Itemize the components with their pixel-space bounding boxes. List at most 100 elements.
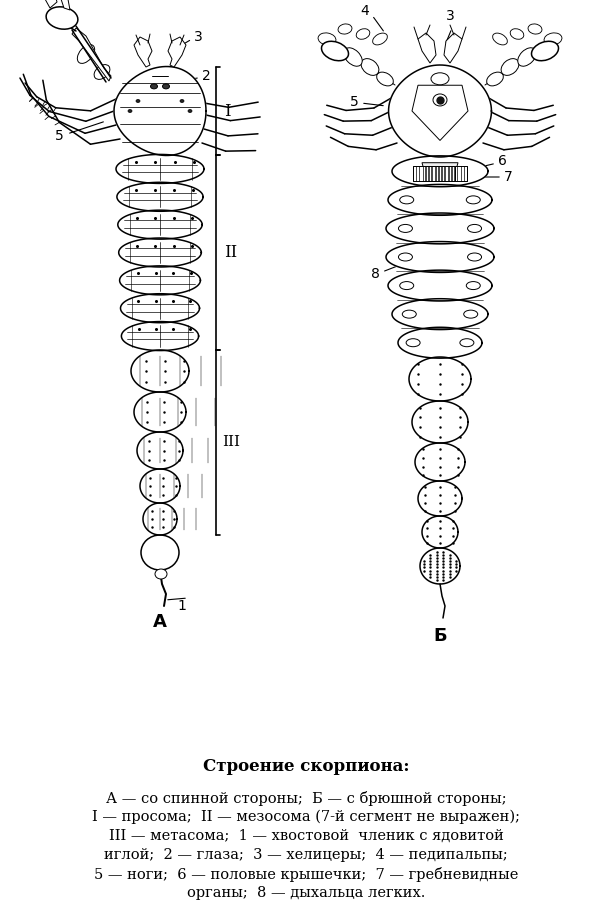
Ellipse shape (487, 72, 503, 86)
Text: 2: 2 (202, 69, 211, 83)
Polygon shape (118, 210, 202, 239)
Polygon shape (415, 443, 465, 481)
Polygon shape (392, 156, 488, 187)
Polygon shape (119, 266, 200, 295)
Text: 3: 3 (194, 30, 203, 44)
Ellipse shape (321, 41, 348, 61)
Ellipse shape (77, 45, 95, 64)
Ellipse shape (466, 281, 480, 290)
Ellipse shape (400, 196, 414, 204)
Text: А — со спинной стороны;  Б — с брюшной стороны;: А — со спинной стороны; Б — с брюшной ст… (106, 791, 506, 806)
Ellipse shape (373, 33, 387, 45)
Text: А: А (153, 613, 167, 631)
Text: 1: 1 (177, 599, 187, 613)
Ellipse shape (155, 569, 167, 579)
Ellipse shape (531, 41, 559, 61)
Ellipse shape (468, 224, 482, 232)
Polygon shape (418, 33, 436, 63)
Polygon shape (398, 327, 482, 358)
Polygon shape (131, 350, 189, 392)
Ellipse shape (400, 281, 414, 290)
Ellipse shape (544, 33, 562, 46)
Ellipse shape (501, 58, 519, 76)
Polygon shape (140, 469, 180, 503)
Ellipse shape (361, 58, 379, 76)
Polygon shape (117, 182, 203, 211)
Ellipse shape (431, 73, 449, 85)
Polygon shape (420, 548, 460, 584)
Ellipse shape (528, 24, 542, 34)
Text: органы;  8 — дыхальца легких.: органы; 8 — дыхальца легких. (187, 886, 425, 900)
Polygon shape (386, 241, 494, 272)
Polygon shape (389, 65, 491, 157)
Text: I — просома;  II — мезосома (7-й сегмент не выражен);: I — просома; II — мезосома (7-й сегмент … (92, 810, 520, 824)
Polygon shape (34, 0, 57, 8)
Bar (425, 166, 467, 181)
Polygon shape (121, 293, 200, 322)
Text: 5: 5 (350, 95, 359, 109)
Text: II: II (224, 244, 237, 261)
Text: иглой;  2 — глаза;  3 — хелицеры;  4 — педипальпы;: иглой; 2 — глаза; 3 — хелицеры; 4 — педи… (104, 848, 508, 862)
Ellipse shape (136, 99, 140, 103)
Text: Б: Б (433, 627, 447, 645)
Ellipse shape (356, 29, 370, 39)
Ellipse shape (376, 72, 394, 86)
Polygon shape (72, 28, 111, 81)
Polygon shape (418, 481, 462, 516)
Ellipse shape (468, 253, 482, 261)
Ellipse shape (402, 310, 416, 318)
Ellipse shape (398, 224, 412, 232)
Ellipse shape (460, 339, 474, 347)
Polygon shape (134, 392, 186, 432)
Ellipse shape (466, 196, 480, 204)
Polygon shape (116, 155, 204, 183)
Ellipse shape (141, 535, 179, 570)
Ellipse shape (318, 33, 336, 46)
Polygon shape (386, 213, 494, 244)
Text: III: III (222, 435, 240, 449)
Polygon shape (114, 67, 206, 156)
Polygon shape (412, 401, 468, 443)
Text: 8: 8 (371, 267, 380, 281)
Polygon shape (50, 0, 70, 10)
Polygon shape (121, 322, 199, 351)
Ellipse shape (163, 84, 170, 89)
Ellipse shape (151, 84, 157, 89)
Ellipse shape (188, 109, 192, 112)
Text: 5 — ноги;  6 — половые крышечки;  7 — гребневидные: 5 — ноги; 6 — половые крышечки; 7 — греб… (94, 867, 518, 882)
Text: I: I (224, 103, 231, 119)
Ellipse shape (493, 33, 507, 45)
Text: 5: 5 (54, 129, 64, 143)
Polygon shape (134, 37, 152, 67)
Ellipse shape (94, 65, 110, 79)
Ellipse shape (344, 47, 362, 67)
Polygon shape (119, 238, 201, 267)
Text: 7: 7 (504, 170, 513, 184)
Polygon shape (392, 299, 488, 330)
Ellipse shape (433, 94, 447, 106)
Polygon shape (143, 503, 177, 535)
Polygon shape (388, 271, 492, 301)
Polygon shape (444, 33, 462, 63)
Ellipse shape (128, 109, 132, 112)
Ellipse shape (406, 339, 420, 347)
Ellipse shape (46, 6, 78, 29)
Polygon shape (409, 357, 471, 401)
Polygon shape (422, 163, 458, 177)
Text: Строение скорпиона:: Строение скорпиона: (203, 758, 409, 775)
Text: III — метасома;  1 — хвостовой  членик с ядовитой: III — метасома; 1 — хвостовой членик с я… (108, 829, 504, 843)
Ellipse shape (338, 24, 352, 34)
Ellipse shape (398, 253, 412, 261)
Ellipse shape (518, 47, 536, 67)
Polygon shape (388, 184, 492, 215)
Text: 4: 4 (360, 5, 370, 18)
Polygon shape (168, 37, 186, 67)
Text: 6: 6 (498, 154, 507, 169)
Ellipse shape (510, 29, 524, 39)
Bar (413, 166, 455, 181)
Ellipse shape (180, 99, 184, 103)
Polygon shape (137, 432, 183, 469)
Polygon shape (422, 516, 458, 548)
Ellipse shape (464, 310, 478, 318)
Text: 3: 3 (446, 9, 454, 23)
